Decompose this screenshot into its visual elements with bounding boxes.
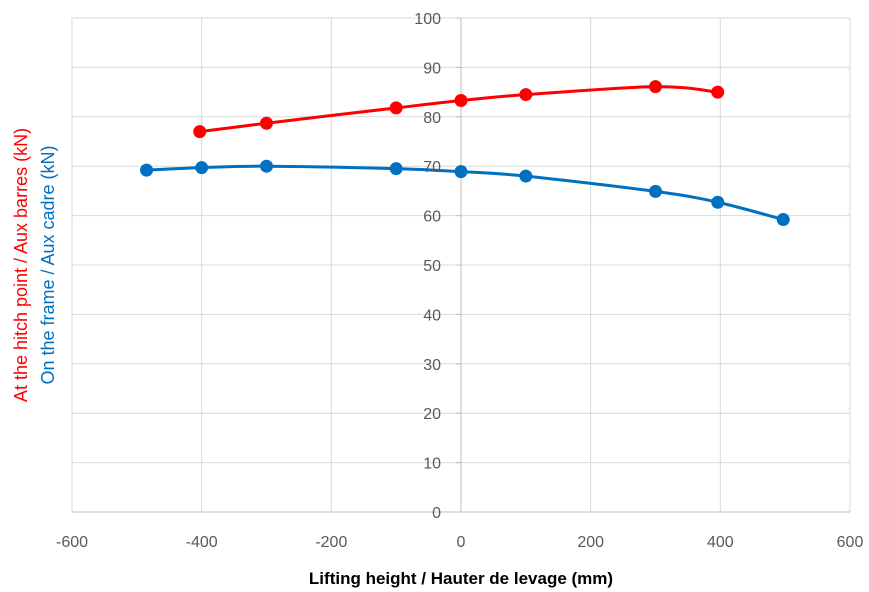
data-point (140, 163, 154, 177)
y-tick-label: 90 (423, 60, 441, 77)
y-tick-label: 100 (414, 11, 441, 28)
y-tick-label: 50 (423, 258, 441, 275)
x-tick-label: -200 (315, 534, 347, 551)
data-point (711, 195, 725, 209)
x-tick-label: -600 (56, 534, 88, 551)
y-axis-label-frame: On the frame / Aux cadre (kN) (38, 145, 58, 384)
data-point (195, 161, 209, 175)
x-tick-label: 600 (837, 534, 864, 551)
data-series (140, 80, 790, 227)
x-tick-label: -400 (186, 534, 218, 551)
y-tick-label: 0 (432, 505, 441, 522)
data-point (711, 85, 725, 99)
y-tick-label: 30 (423, 357, 441, 374)
series-line-0 (199, 85, 718, 134)
data-point (454, 93, 468, 107)
data-point (519, 88, 533, 102)
data-point (389, 162, 403, 176)
x-tick-label: 200 (577, 534, 604, 551)
data-point (260, 159, 273, 173)
data-point (776, 213, 790, 227)
y-tick-label: 20 (423, 406, 441, 423)
x-tick-label: 0 (457, 534, 466, 551)
y-tick-label: 80 (423, 110, 441, 127)
x-tick-label: 400 (707, 534, 734, 551)
data-point (649, 184, 662, 198)
data-point (454, 165, 468, 179)
y-tick-label: 70 (423, 159, 441, 176)
data-point (389, 101, 403, 115)
data-point (519, 169, 533, 183)
y-tick-label: 40 (423, 307, 441, 324)
x-axis-label: Lifting height / Hauter de levage (mm) (309, 569, 613, 588)
data-point (649, 80, 662, 94)
y-axis-label-hitch-point: At the hitch point / Aux barres (kN) (11, 128, 31, 402)
y-tick-label: 10 (423, 456, 441, 473)
data-point (193, 125, 207, 139)
data-point (260, 116, 273, 130)
tick-labels: 0 10 20 30 40 50 60 70 80 90 100 -600 -400 -200 0 200 40… (56, 11, 863, 551)
y-tick-label: 60 (423, 209, 441, 226)
